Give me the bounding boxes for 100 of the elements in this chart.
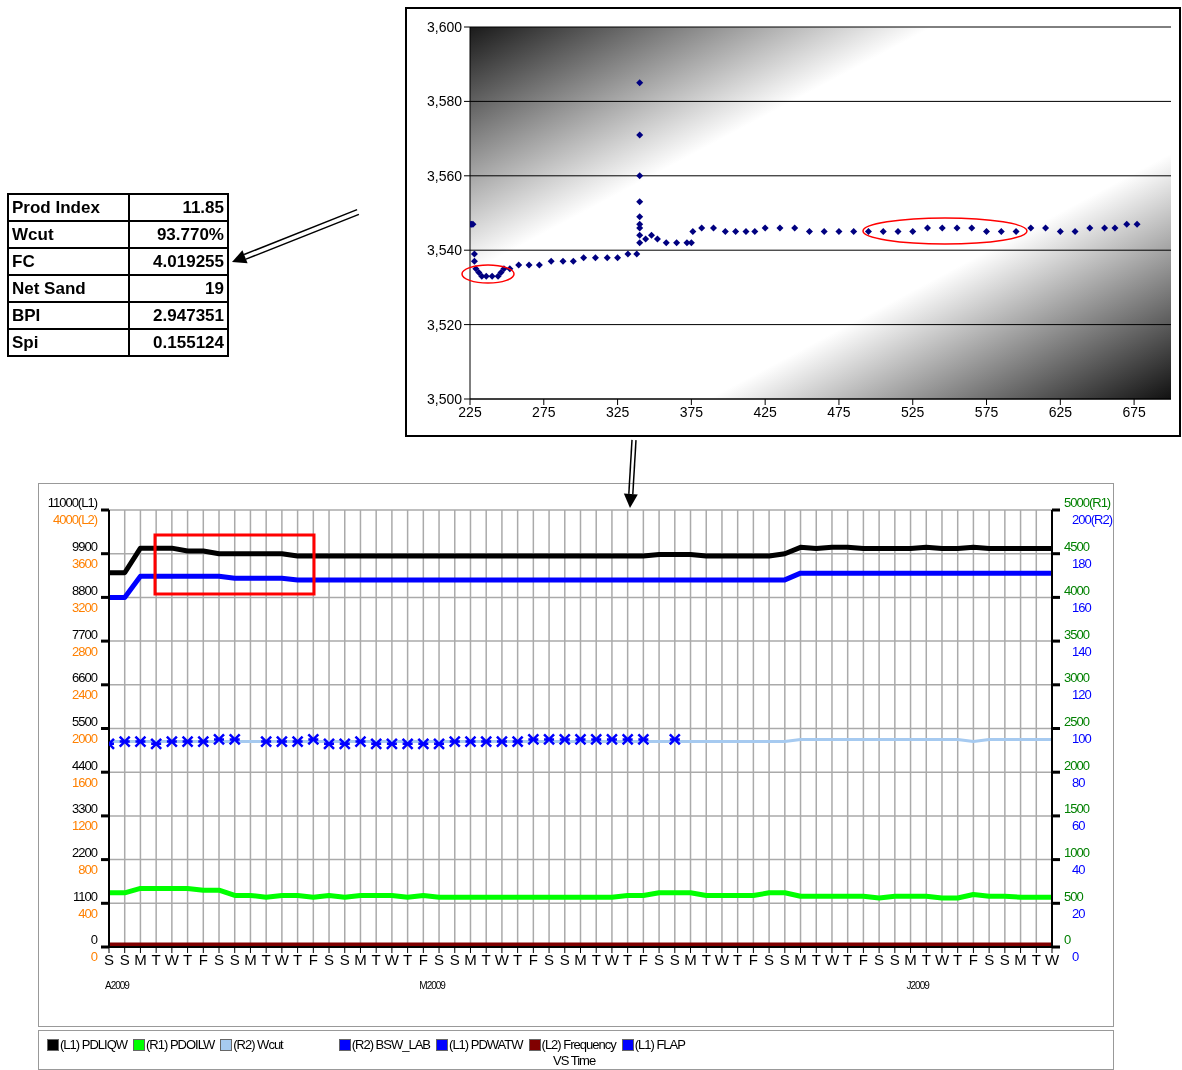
x-tick-label: S [214,951,225,968]
x-tick-label: T [151,951,161,968]
text: 2800 [72,643,98,659]
x-tick-label: S [103,951,115,968]
y3-tick-label: 0 [1072,949,1079,965]
x-tick-label: S [339,951,350,968]
x-tick-label: 475 [827,403,851,420]
x-tick-label: W [384,951,400,968]
y-tick-label: 5500 [72,713,98,729]
text: 3200 [72,599,98,615]
x-tick-label: M [794,951,807,968]
y2-tick-label: 500 [1064,888,1084,904]
x-tick-label: T [921,951,931,968]
x-tick-label: W [274,951,290,968]
y-tick-label: 1100 [73,888,98,904]
x-tick-label: S [984,951,995,968]
category-label: Wcut [8,221,129,248]
text: 400 [78,905,98,921]
x-tick-label: F [968,951,978,968]
y-tick-label: 0 [90,932,98,948]
y2-tick-label: 4000 [1064,582,1090,598]
text: 0.155124 [153,332,224,352]
x-tick-label: M [354,951,367,968]
x-tick-label: T [623,951,633,968]
y-tick-label: 8800 [72,582,98,598]
text: 4000(L2) [52,512,98,528]
y3-tick-label: 20 [1072,905,1086,921]
y2-tick-label: 2500 [1064,713,1090,729]
x-tick-label: S [779,951,790,968]
text: 2400 [72,687,98,703]
x-tick-label: T [403,951,413,968]
y-tick-label: 3,520 [426,316,463,333]
legend-label: (R2) Wcut [232,1037,283,1052]
x-tick-label: 625 [1048,403,1073,420]
legend-label: (R2) BSW_LAB [350,1037,431,1052]
x-tick-label: T [183,951,193,968]
y2-tick-label: 1500 [1064,801,1090,817]
x-tick-label: S [119,951,130,968]
x-tick-label: W [824,951,840,968]
x-tick-label: M [904,951,917,968]
x-tick-label: M [574,951,587,968]
x-tick-label: 325 [605,403,630,420]
y-tick-label: 6600 [72,670,98,686]
x-tick-label: W [604,951,620,968]
category-label: BPI [8,302,129,329]
y2-tick-label: 0 [1064,932,1071,948]
x-tick-label: T [513,951,523,968]
text: 1200 [72,818,98,834]
x-tick-label: T [481,951,491,968]
x-tick-label: F [308,951,318,968]
y3-tick-label: 140 [1072,643,1092,659]
x-tick-label: 275 [532,403,556,420]
x-tick-label: S [324,951,335,968]
x-tick-label: T [293,951,303,968]
legend-label: (L1) FLAP [633,1037,685,1052]
legend-label: (L2) Frequency [540,1037,616,1052]
legend-label: (R1) PDOILW [145,1037,215,1052]
x-tick-label: F [858,951,868,968]
y-tick-label: 2200 [72,845,98,861]
y-tick-label: 3,540 [426,242,463,259]
y3-tick-label: 160 [1072,599,1092,615]
x-tick-label: F [638,951,648,968]
y3-tick-label: 100 [1072,730,1092,746]
x-tick-label: S [764,951,775,968]
text: 93.770% [156,224,224,244]
y-tick-label: 3,560 [426,167,463,184]
x-tick-label: S [434,951,445,968]
x-tick-label: 375 [679,403,704,420]
y-tick-label: 3,600 [426,18,463,35]
y2-tick-label: 5000(R1) [1064,495,1111,511]
x-tick-label: S [999,951,1010,968]
y3-tick-label: 80 [1072,774,1086,790]
x-tick-label: W [1044,951,1060,968]
x-tick-label: S [654,951,665,968]
y-tick-label: 3,580 [426,93,463,110]
category-label: Spi [8,329,129,356]
x-tick-label: T [733,951,743,968]
category-label: Net Sand [8,275,129,302]
category-label: Prod Index [8,194,129,221]
y2-tick-label: 1000 [1064,845,1090,861]
x-tick-label: T [261,951,271,968]
x-tick-label: S [669,951,680,968]
y3-tick-label: 40 [1072,862,1086,878]
x-tick-label: F [418,951,428,968]
x-tick-label: S [449,951,460,968]
category-label: FC [8,248,129,275]
text: J2009 [906,980,931,991]
text: M2009 [419,980,447,991]
y-tick-label: 11000(L1) [47,495,98,511]
x-tick-label: F [198,951,208,968]
x-tick-label: M [464,951,477,968]
legend-label: (L1) PDLIQW [59,1037,128,1052]
x-tick-label: F [748,951,758,968]
x-tick-label: S [874,951,885,968]
y-tick-label: 9900 [72,539,98,555]
x-tick-label: M [134,951,147,968]
x-tick-label: F [528,951,538,968]
x-tick-label: W [494,951,510,968]
legend-label: (L1) PDWATW [448,1037,523,1052]
x-tick-label: T [953,951,963,968]
